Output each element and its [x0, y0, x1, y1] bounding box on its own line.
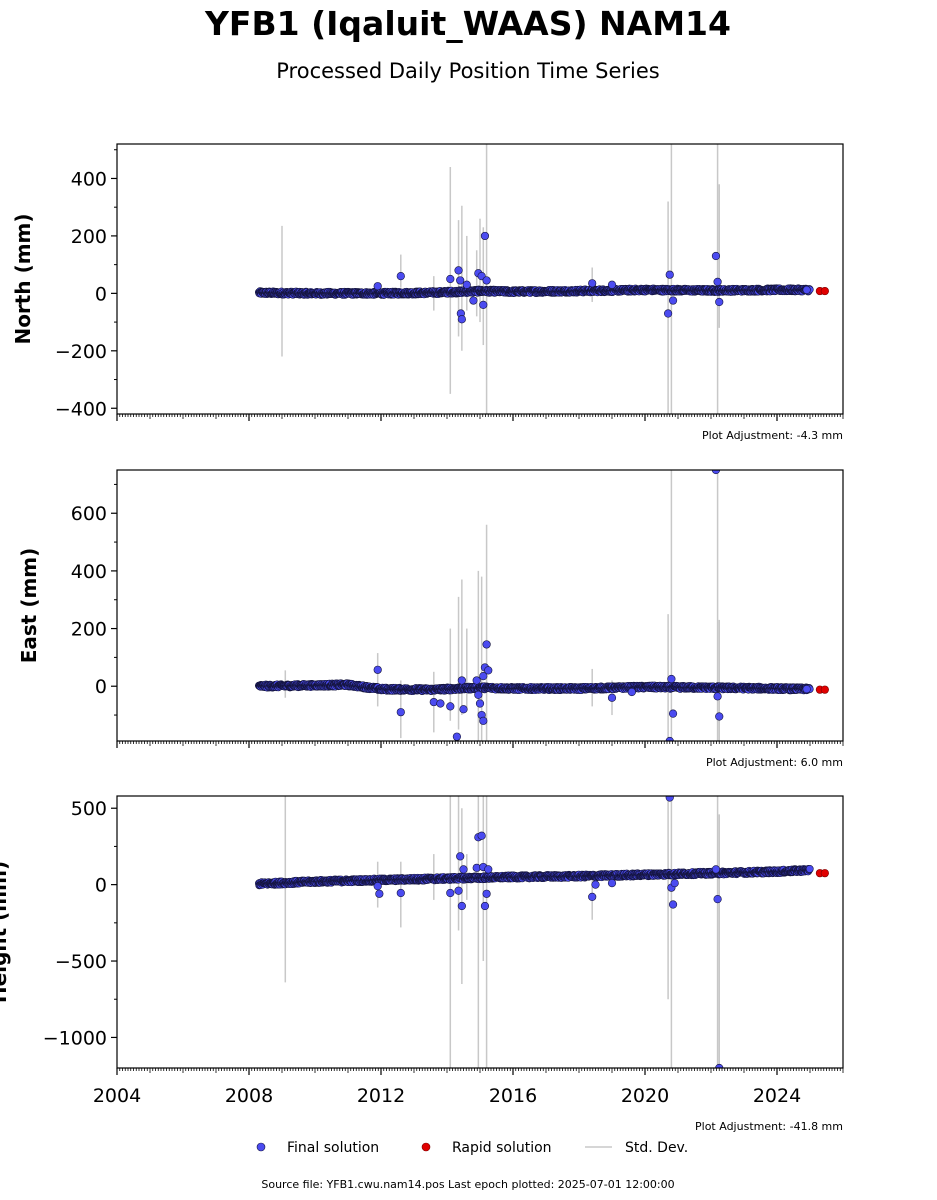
final-solution-point	[479, 672, 488, 681]
y-tick-label: −400	[55, 398, 107, 420]
final-solution-point	[454, 886, 463, 895]
final-solution-point	[480, 231, 490, 241]
final-solution-point	[469, 296, 478, 305]
final-solution-point	[456, 852, 465, 861]
final-solution-point	[713, 692, 722, 701]
plot-area	[254, 796, 829, 1068]
final-solution-point	[805, 864, 814, 873]
final-solution-point	[396, 708, 405, 717]
final-solution-point	[484, 666, 493, 675]
chart-subtitle: Processed Daily Position Time Series	[276, 59, 660, 83]
final-solution-point	[665, 796, 674, 802]
final-solution-point	[713, 277, 722, 286]
final-solution-point	[446, 888, 455, 898]
final-solution-point	[396, 888, 405, 898]
final-solution-point	[373, 665, 382, 674]
final-solution-point	[715, 712, 724, 721]
final-solution-point	[711, 251, 721, 261]
rapid-solution-point	[820, 685, 829, 694]
final-solution-point	[457, 315, 466, 324]
final-solution-point	[668, 709, 678, 718]
final-solution-point	[436, 699, 445, 708]
final-solution-point	[454, 266, 463, 275]
final-solution-point	[429, 697, 438, 707]
east-panel: 0 200 400 600 East (mm) Plot Adjustment: 6.0 …	[17, 469, 844, 769]
final-solution-point	[663, 309, 673, 318]
final-solution-point	[475, 699, 485, 708]
final-solution-point	[373, 882, 382, 891]
final-solution-band	[254, 284, 814, 299]
north-panel: −400 −200 0 200 400 North (mm) Plot Adjustment…	[11, 143, 844, 442]
final-solution-point	[472, 676, 481, 685]
y-tick-label: 0	[95, 676, 107, 698]
final-solution-point	[446, 702, 455, 711]
y-tick-label: 400	[71, 561, 107, 583]
final-solution-point	[452, 732, 462, 741]
y-tick-label: −500	[55, 951, 107, 973]
y-tick-label: −1000	[43, 1027, 107, 1049]
rapid-solution-point	[820, 286, 829, 296]
final-solution-point	[373, 282, 382, 291]
final-solution-point	[484, 865, 493, 874]
final-solution-point	[802, 685, 811, 694]
final-solution-point	[396, 272, 405, 281]
final-solution-point	[456, 276, 465, 285]
final-solution-point	[459, 705, 468, 714]
final-solution-band	[254, 679, 814, 696]
final-solution-point	[480, 901, 490, 911]
final-solution-point	[607, 879, 617, 888]
plot-adjustment: Plot Adjustment: -4.3 mm	[702, 429, 843, 442]
final-solution-point	[482, 640, 491, 649]
final-solution-point	[715, 297, 724, 307]
final-solution-point	[479, 716, 488, 725]
y-tick-label: 600	[71, 503, 107, 525]
final-solution-point	[713, 895, 722, 904]
final-solution-point	[670, 879, 679, 888]
final-solution-point	[665, 270, 674, 279]
y-tick-label: −200	[55, 341, 107, 363]
final-solution-point	[375, 889, 384, 898]
final-solution-point	[482, 889, 491, 898]
final-solution-point	[591, 880, 600, 889]
final-solution-point	[802, 285, 811, 295]
y-tick-label: 400	[71, 168, 107, 190]
final-solution-point	[457, 676, 466, 685]
chart-title: YFB1 (Iqaluit_WAAS) NAM14	[204, 4, 731, 43]
final-solution-point	[668, 900, 678, 909]
final-solution-point	[459, 865, 468, 874]
final-solution-point	[627, 687, 636, 697]
plot-area	[254, 144, 829, 414]
final-solution-point	[711, 865, 721, 874]
y-tick-label: 200	[71, 619, 107, 641]
final-solution-point	[482, 276, 491, 285]
plot-area	[254, 470, 829, 741]
y-tick-label: 0	[95, 875, 107, 897]
final-solution-band	[254, 864, 814, 890]
final-solution-point	[588, 279, 597, 288]
rapid-solution-point	[820, 869, 829, 878]
final-solution-point	[665, 736, 674, 741]
y-tick-label: 200	[71, 226, 107, 248]
y-tick-label: 0	[95, 283, 107, 305]
plot-adjustment: Plot Adjustment: 6.0 mm	[706, 756, 843, 769]
final-solution-point	[607, 280, 617, 289]
y-tick-label: 500	[71, 798, 107, 820]
final-solution-point	[607, 693, 617, 702]
final-solution-point	[462, 280, 471, 289]
final-solution-point	[479, 300, 488, 309]
final-solution-point	[667, 674, 676, 684]
final-solution-point	[588, 892, 597, 901]
final-solution-point	[477, 831, 486, 840]
final-solution-point	[668, 296, 678, 305]
y-axis-label: East (mm)	[17, 548, 41, 664]
final-solution-point	[474, 690, 483, 699]
final-solution-point	[446, 274, 455, 284]
final-solution-point	[457, 901, 466, 911]
y-axis-label: North (mm)	[11, 213, 35, 344]
